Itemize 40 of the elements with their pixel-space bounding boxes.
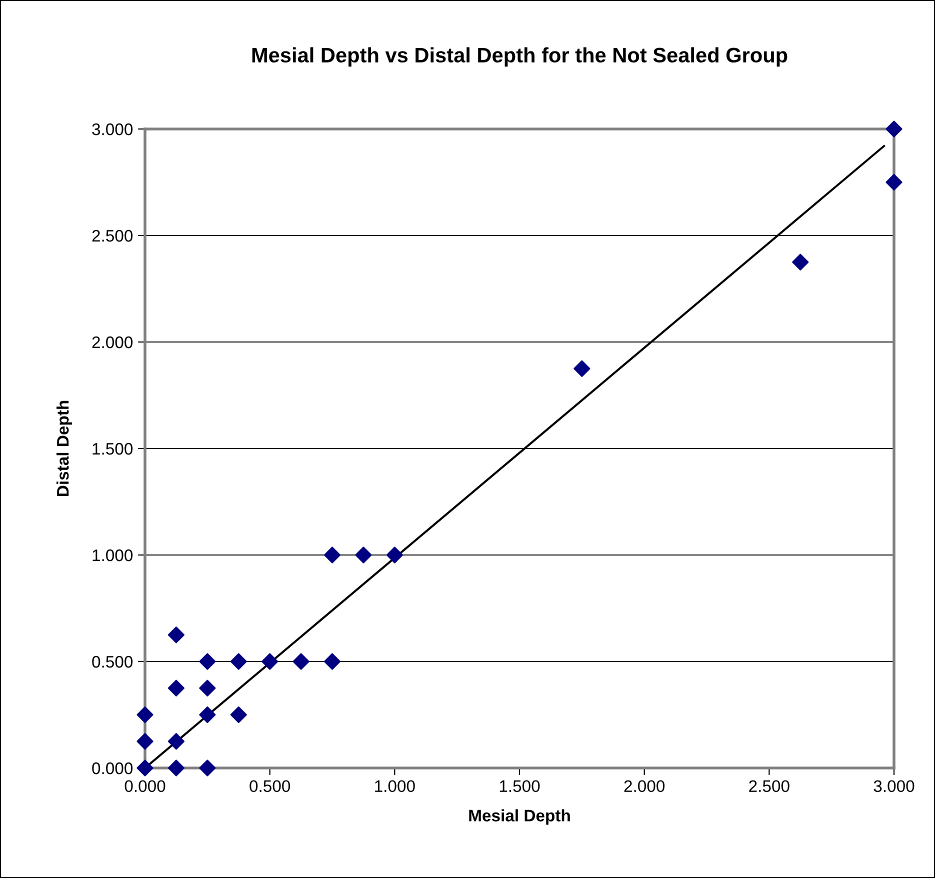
y-axis-title: Distal Depth [56, 400, 72, 496]
point [386, 546, 403, 564]
x-axis-title: Mesial Depth [469, 809, 570, 825]
point [262, 653, 278, 670]
point [199, 706, 216, 724]
point [355, 546, 372, 564]
point [168, 626, 185, 644]
point [324, 653, 341, 670]
x-tick-label: 0.500 [250, 780, 290, 792]
point [574, 360, 590, 377]
point [199, 653, 216, 670]
x-tick-label: 3.000 [874, 780, 914, 792]
y-tick-label: 1.500 [92, 442, 133, 455]
point [199, 760, 216, 776]
point [886, 174, 902, 191]
y-tick-label: 0.500 [92, 656, 133, 668]
point [168, 680, 185, 696]
y-tick-label: 2.000 [92, 336, 133, 348]
x-tick-label: 1.000 [375, 780, 415, 792]
point [168, 760, 185, 776]
y-tick-label: 3.000 [92, 123, 133, 136]
x-tick-label: 2.000 [624, 780, 665, 792]
x-tick-label: 0.000 [124, 780, 166, 792]
y-tick-label: 0.000 [92, 762, 133, 774]
x-tick-label: 1.500 [500, 780, 540, 792]
point [324, 546, 341, 564]
y-tick-label: 1.000 [92, 549, 133, 562]
point [136, 760, 154, 776]
y-tick-label: 2.500 [92, 230, 133, 242]
point [886, 120, 902, 138]
point [199, 680, 216, 696]
point [230, 653, 247, 670]
point [230, 706, 247, 724]
point [136, 706, 154, 724]
point [792, 254, 809, 270]
point [292, 653, 310, 670]
point [168, 733, 185, 750]
chart-title: Mesial Depth vs Distal Depth for the Not Sealed Group [252, 47, 788, 67]
point [136, 733, 154, 750]
x-tick-label: 2.500 [749, 780, 790, 792]
